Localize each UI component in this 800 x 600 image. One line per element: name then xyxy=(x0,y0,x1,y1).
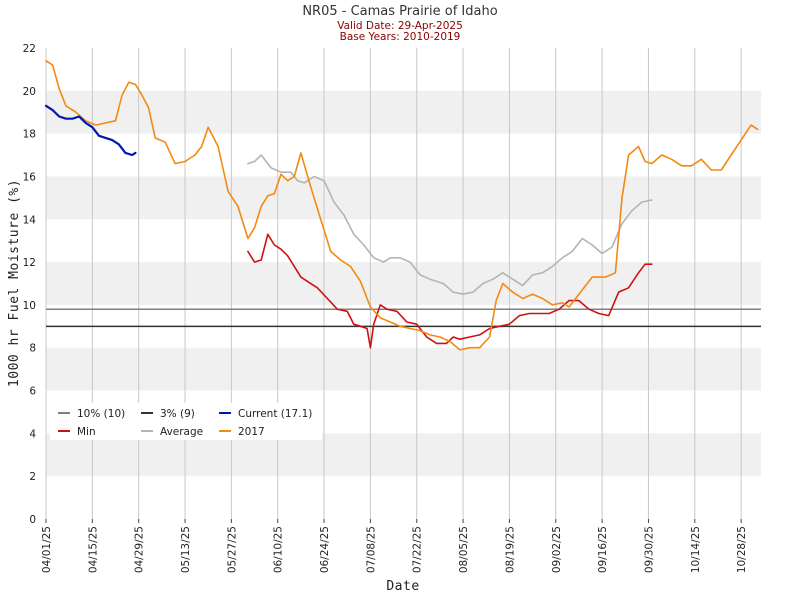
x-tick-label: 07/22/25 xyxy=(412,526,424,573)
legend: 10% (10) 3% (9) Current (17.1) Min Average 20… xyxy=(50,403,322,440)
x-tick-label: 10/14/25 xyxy=(690,526,702,573)
chart-title: NR05 - Camas Prairie of Idaho xyxy=(302,4,497,19)
legend-label: Current (17.1) xyxy=(238,408,312,420)
x-tick-label: 05/27/25 xyxy=(226,526,238,573)
grid-band xyxy=(46,176,761,220)
x-tick-label: 07/08/25 xyxy=(365,526,377,573)
alternating-grid-bands xyxy=(46,90,761,477)
y-tick-label: 10 xyxy=(23,300,36,312)
x-tick-label: 05/13/25 xyxy=(180,526,192,573)
x-tick-label: 06/10/25 xyxy=(273,526,285,573)
y-tick-label: 18 xyxy=(23,129,36,141)
x-tick-label: 09/30/25 xyxy=(643,526,655,573)
series-line xyxy=(247,233,653,349)
y-tick-label: 22 xyxy=(23,43,36,55)
y-tick-label: 20 xyxy=(23,86,36,98)
x-axis-title: Date xyxy=(386,579,419,594)
series-line xyxy=(45,59,759,351)
y-axis-ticks: 0 2 4 6 8 10 12 14 16 18 20 22 xyxy=(23,43,37,526)
x-tick-label: 09/16/25 xyxy=(597,526,609,573)
series-line xyxy=(44,104,137,157)
y-tick-label: 16 xyxy=(23,171,37,183)
vertical-gridlines xyxy=(45,48,742,519)
legend-label: 3% (9) xyxy=(160,408,195,420)
grid-band xyxy=(46,90,761,134)
legend-label: Average xyxy=(160,426,203,438)
legend-box xyxy=(50,403,322,440)
grid-band xyxy=(46,433,761,477)
y-tick-label: 4 xyxy=(29,428,36,440)
y-tick-label: 0 xyxy=(29,514,36,526)
x-tick-label: 10/28/25 xyxy=(736,526,748,573)
grid-band xyxy=(46,347,761,391)
x-tick-label: 09/02/25 xyxy=(551,526,563,573)
x-tick-label: 04/01/25 xyxy=(41,526,53,573)
x-tick-label: 08/05/25 xyxy=(458,526,470,573)
x-tick-label: 08/19/25 xyxy=(504,526,516,573)
x-tick-label: 04/15/25 xyxy=(87,526,99,573)
chart-subtitle-valid-date: Valid Date: 29-Apr-2025 xyxy=(337,20,463,32)
x-tick-label: 04/29/25 xyxy=(134,526,146,573)
legend-label: 10% (10) xyxy=(77,408,125,420)
data-series xyxy=(44,59,759,351)
y-axis-title: 1000 hr Fuel Moisture (%) xyxy=(7,179,22,387)
legend-label: 2017 xyxy=(238,426,265,438)
y-tick-label: 6 xyxy=(29,386,36,398)
y-tick-label: 14 xyxy=(23,214,37,226)
legend-label: Min xyxy=(77,426,96,438)
y-tick-label: 2 xyxy=(29,471,36,483)
x-tick-label: 06/24/25 xyxy=(319,526,331,573)
grid-band xyxy=(46,262,761,305)
x-axis-ticks: 04/01/25 04/15/25 04/29/25 05/13/25 05/27/25… xyxy=(41,519,748,573)
y-tick-label: 8 xyxy=(29,343,36,355)
y-tick-label: 12 xyxy=(23,257,36,269)
chart-subtitle-base-years: Base Years: 2010-2019 xyxy=(340,31,461,43)
series-line xyxy=(247,154,653,296)
